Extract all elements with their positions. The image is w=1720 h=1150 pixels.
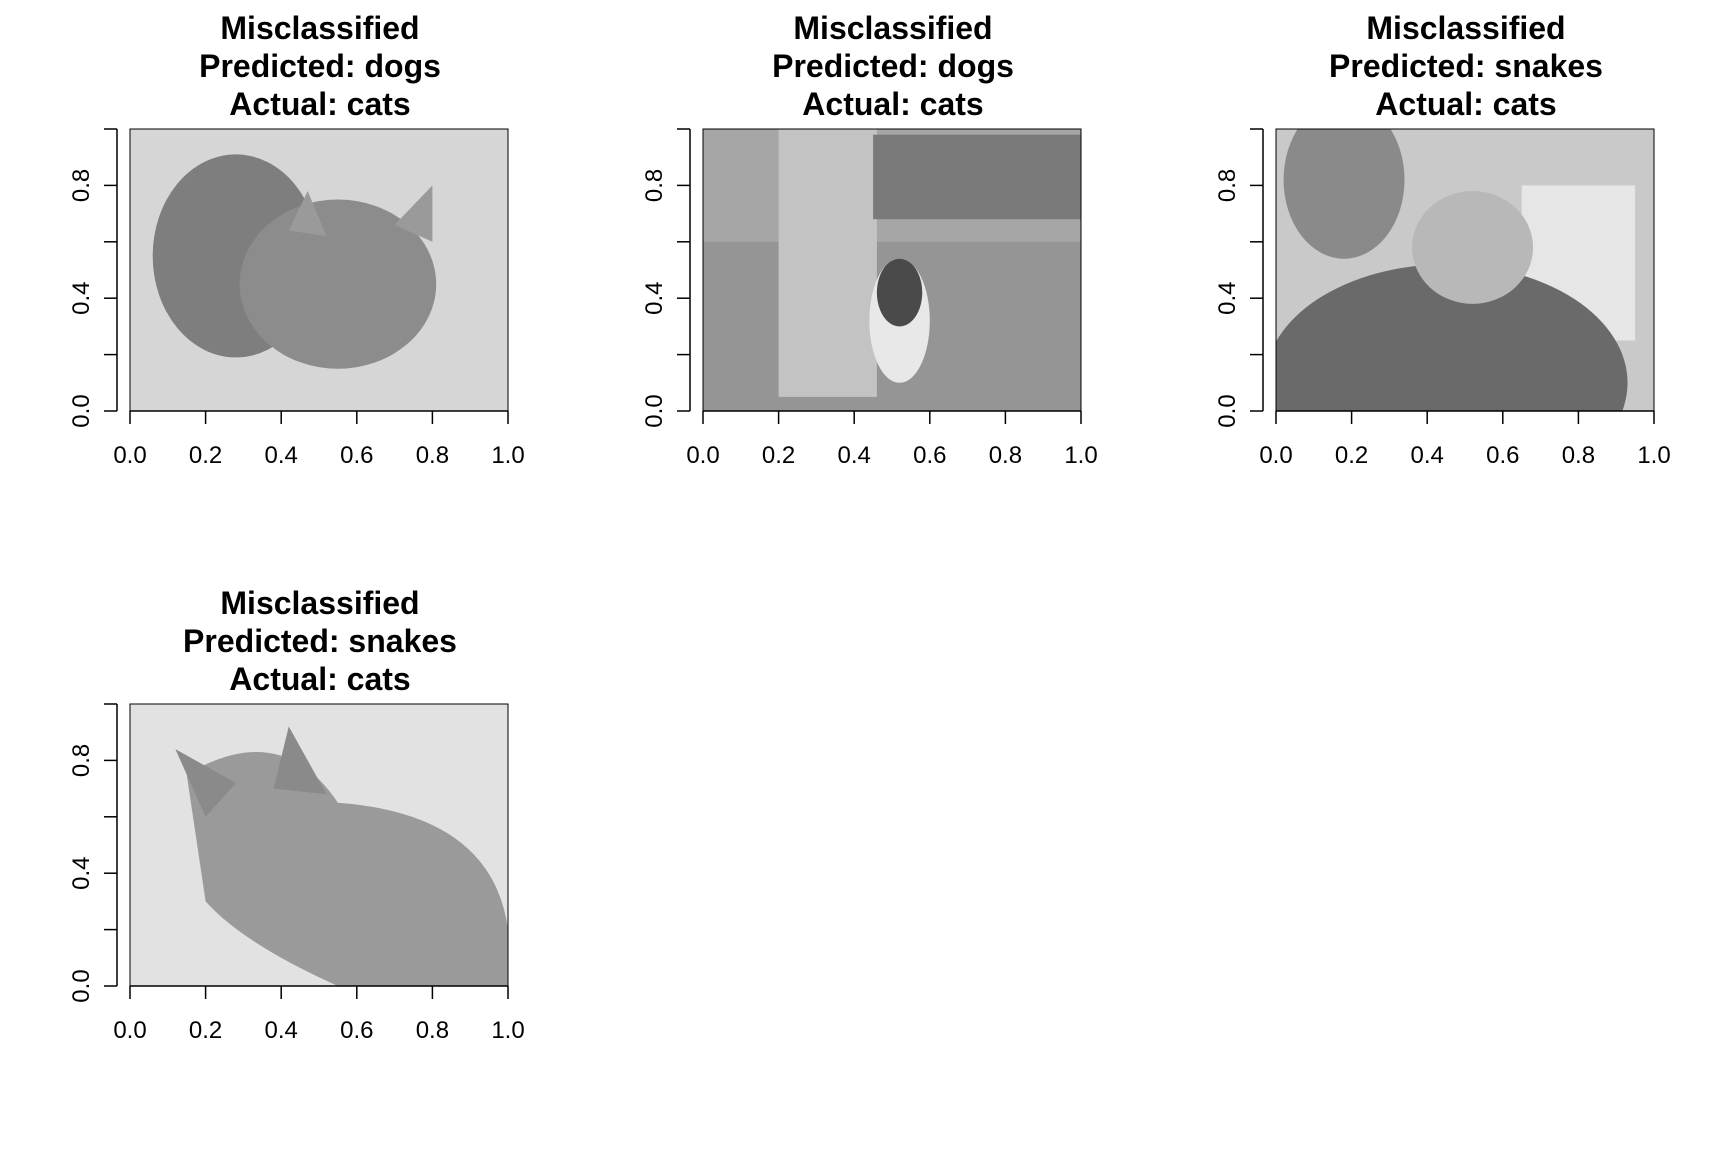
title-line-1: Misclassified xyxy=(793,10,992,46)
x-tick-label: 0.6 xyxy=(340,442,373,469)
y-tick-label: 0.4 xyxy=(68,857,95,890)
cat-shape xyxy=(186,752,508,986)
cat-tree-platform-shape xyxy=(873,134,1081,220)
cat-photo xyxy=(1276,129,1654,411)
panel-1: Misclassified Predicted: dogs Actual: cats… xyxy=(0,0,573,575)
x-tick-label: 0.0 xyxy=(686,442,719,469)
x-tick-label: 1.0 xyxy=(491,442,524,469)
title-line-3: Actual: cats xyxy=(229,661,410,697)
x-tick-label: 1.0 xyxy=(1637,442,1670,469)
x-tick-label: 1.0 xyxy=(1064,442,1097,469)
x-tick-label: 0.6 xyxy=(913,442,946,469)
title-line-2: Predicted: dogs xyxy=(199,48,441,84)
title-line-1: Misclassified xyxy=(220,585,419,621)
y-tick-label: 0.4 xyxy=(68,282,95,315)
y-tick-label: 0.0 xyxy=(68,969,95,1002)
x-tick-label: 0.0 xyxy=(113,442,146,469)
x-tick-label: 0.4 xyxy=(265,442,298,469)
panel-3: Misclassified Predicted: snakes Actual: ca… xyxy=(1146,0,1719,575)
y-tick-label: 0.4 xyxy=(641,282,668,315)
panel-4: Misclassified Predicted: snakes Actual: ca… xyxy=(0,575,573,1150)
title-line-1: Misclassified xyxy=(1366,10,1565,46)
x-tick-label: 0.6 xyxy=(1486,442,1519,469)
title-line-1: Misclassified xyxy=(220,10,419,46)
cat-ear-shape xyxy=(273,726,327,795)
y-tick-label: 0.4 xyxy=(1214,282,1241,315)
title-line-3: Actual: cats xyxy=(229,86,410,122)
cat-ear-shape xyxy=(394,185,433,242)
title-line-2: Predicted: snakes xyxy=(183,623,457,659)
x-tick-label: 0.4 xyxy=(1411,442,1444,469)
kitten-head-shape xyxy=(876,258,923,327)
y-tick-label: 0.8 xyxy=(68,744,95,777)
kitten-shape xyxy=(1412,191,1534,304)
person-shape xyxy=(1276,264,1628,411)
y-tick-label: 0.0 xyxy=(68,394,95,427)
x-tick-label: 0.4 xyxy=(838,442,871,469)
x-tick-label: 0.8 xyxy=(416,1017,449,1044)
cat-ear-shape xyxy=(175,749,236,817)
x-tick-label: 0.2 xyxy=(189,1017,222,1044)
x-tick-label: 0.8 xyxy=(416,442,449,469)
cat-ear-shape xyxy=(288,191,327,237)
y-tick-label: 0.8 xyxy=(1214,169,1241,202)
x-tick-label: 0.2 xyxy=(1335,442,1368,469)
y-tick-label: 0.8 xyxy=(68,169,95,202)
cat-photo xyxy=(130,704,508,986)
cat-photo xyxy=(703,129,1081,411)
title-line-2: Predicted: dogs xyxy=(772,48,1014,84)
person-head-shape xyxy=(1283,129,1405,259)
x-tick-label: 0.0 xyxy=(1259,442,1292,469)
x-tick-label: 0.0 xyxy=(113,1017,146,1044)
x-tick-label: 0.8 xyxy=(1562,442,1595,469)
x-tick-label: 0.6 xyxy=(340,1017,373,1044)
cat-shape xyxy=(239,199,437,369)
y-tick-label: 0.8 xyxy=(641,169,668,202)
title-line-3: Actual: cats xyxy=(1375,86,1556,122)
x-tick-label: 1.0 xyxy=(491,1017,524,1044)
x-tick-label: 0.8 xyxy=(989,442,1022,469)
x-tick-label: 0.2 xyxy=(762,442,795,469)
title-line-3: Actual: cats xyxy=(802,86,983,122)
x-tick-label: 0.4 xyxy=(265,1017,298,1044)
panel-2: Misclassified Predicted: dogs Actual: cats… xyxy=(573,0,1146,575)
y-tick-label: 0.0 xyxy=(641,394,668,427)
cat-photo xyxy=(130,129,508,411)
y-tick-label: 0.0 xyxy=(1214,394,1241,427)
title-line-2: Predicted: snakes xyxy=(1329,48,1603,84)
x-tick-label: 0.2 xyxy=(189,442,222,469)
scratching-post-shape xyxy=(778,129,877,397)
